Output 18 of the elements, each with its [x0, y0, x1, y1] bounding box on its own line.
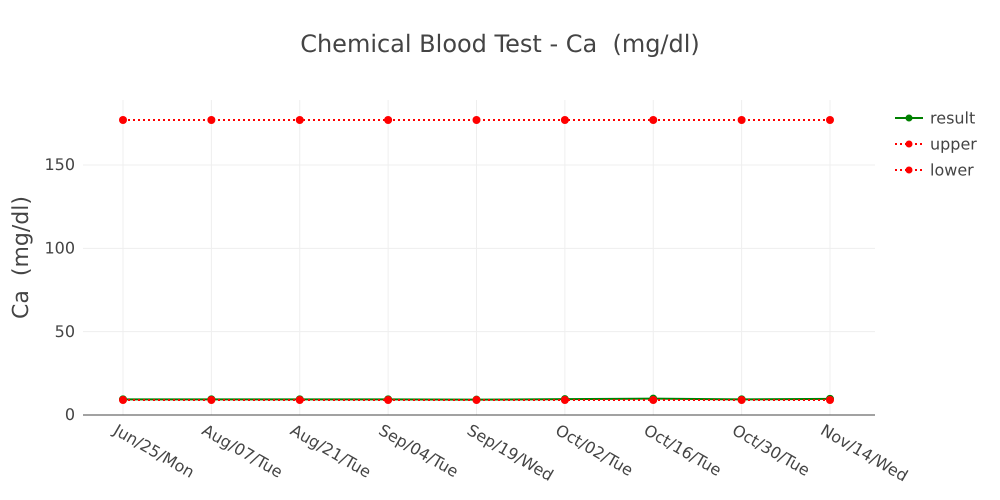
legend-label: lower: [930, 160, 974, 180]
y-tick-label: 50: [54, 322, 75, 341]
point: [207, 116, 216, 124]
y-tick-label: 100: [44, 238, 75, 258]
point: [384, 116, 392, 124]
point: [826, 116, 834, 124]
legend-label: upper: [930, 134, 978, 154]
y-tick-label: 150: [44, 155, 75, 174]
point: [649, 116, 658, 124]
point: [738, 116, 746, 124]
point: [119, 116, 127, 124]
y-axis-title: Ca (mg/dl): [9, 196, 34, 319]
point: [472, 116, 480, 124]
y-tick-label: 0: [64, 405, 75, 424]
point: [560, 116, 569, 124]
point: [296, 116, 304, 124]
legend-label: result: [930, 108, 976, 128]
chart-title: Chemical Blood Test - Ca (mg/dl): [300, 30, 700, 58]
